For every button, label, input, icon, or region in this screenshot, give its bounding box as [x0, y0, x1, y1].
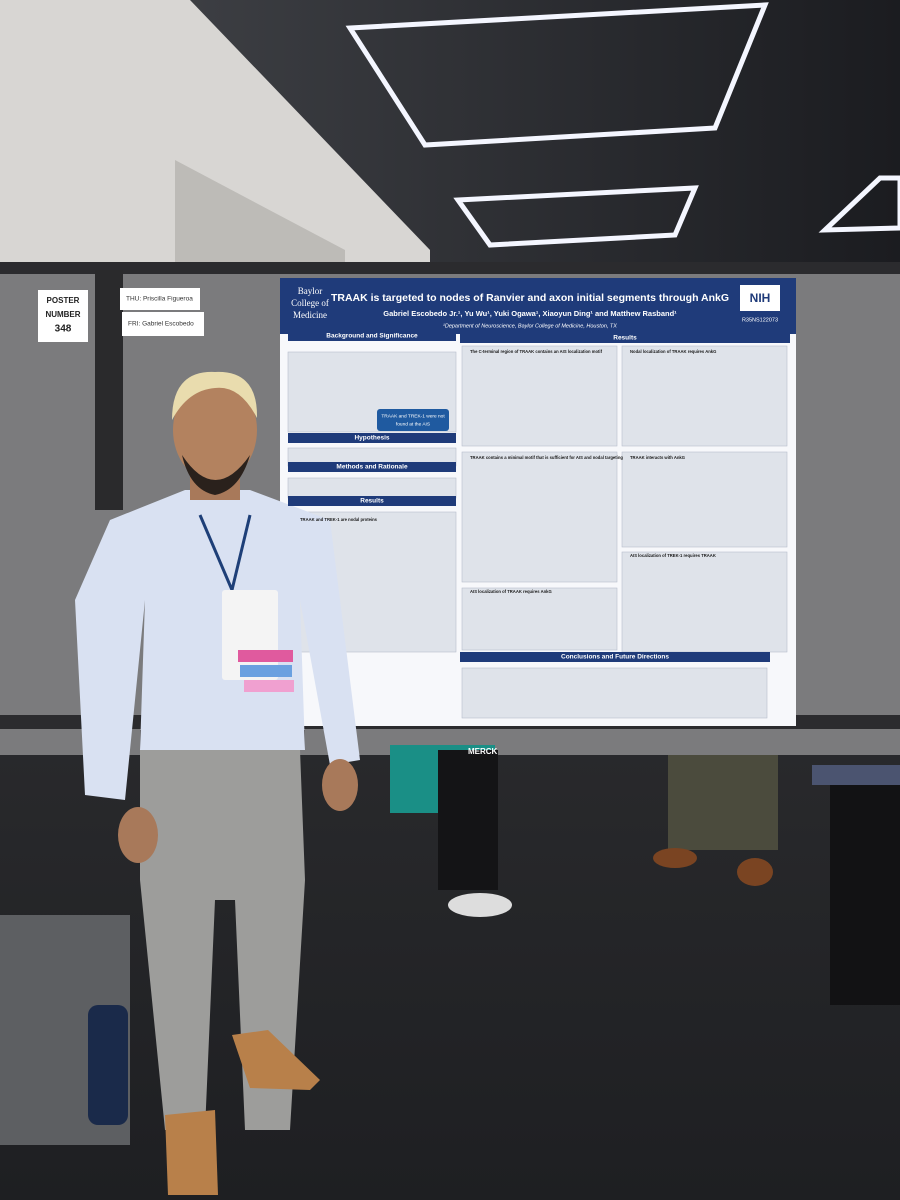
figure-block: [461, 587, 618, 651]
section-bar: [288, 331, 456, 341]
bag-logo: MERCK: [468, 747, 498, 756]
institution: Medicine: [293, 310, 327, 320]
section-bar: [460, 333, 790, 343]
figure-block: [621, 551, 788, 653]
institution: Baylor: [298, 286, 323, 296]
section-heading: Methods and Rationale: [336, 464, 408, 471]
ceiling-lights: [345, 2, 900, 248]
panel-title: AIS localization of TREK-1 requires TRAA…: [630, 553, 716, 558]
panel-title: AIS localization of TRAAK requires AnkG: [470, 589, 552, 594]
poster-authors: Gabriel Escobedo Jr.¹, Yu Wu¹, Yuki Ogaw…: [383, 309, 677, 318]
panel-title: TRAAK contains a minimal motif that is s…: [470, 455, 623, 460]
name-card: [122, 312, 204, 336]
section-heading: Hypothesis: [354, 435, 389, 442]
note-text: found at the AIS: [396, 421, 430, 427]
panel-frame: [0, 262, 900, 274]
poster-affiliation: ¹Department of Neuroscience, Baylor Coll…: [443, 323, 617, 329]
panel-post: [95, 270, 123, 510]
figure-block: [461, 667, 768, 719]
section-heading: Conclusions and Future Directions: [561, 654, 669, 661]
figure-block: [621, 451, 788, 548]
section-heading: Results: [613, 335, 637, 342]
grant: R35NS122073: [742, 317, 778, 323]
poster-number-text: 348: [55, 324, 72, 335]
note-text: TRAAK and TREK-1 were not: [381, 413, 445, 419]
figure-block: [461, 345, 618, 447]
figure-block: [287, 477, 457, 499]
figure-blocks: [287, 345, 788, 719]
rolling-door: [175, 160, 345, 270]
note-box: [377, 409, 449, 431]
poster-header: [280, 278, 796, 334]
panel-title: Nodal localization of TRAAK requires Ank…: [630, 349, 716, 354]
figure-block: [461, 451, 618, 583]
nih-box: [740, 285, 780, 311]
figure-block: [621, 345, 788, 447]
section-heading: Background and Significance: [326, 333, 418, 340]
panel-title: The C-terminal region of TRAAK contains …: [470, 349, 603, 354]
funder: NIH: [750, 291, 771, 305]
name-card-text: FRI: Gabriel Escobedo: [128, 321, 194, 328]
section-bar: [288, 462, 456, 472]
section-bar: [288, 433, 456, 443]
section-heading: Results: [360, 498, 384, 505]
poster-number-text: NUMBER: [45, 310, 80, 319]
panel-title: TRAAK interacts with AnkG: [630, 455, 685, 460]
institution: College of: [291, 298, 329, 308]
background-people: [0, 745, 900, 1145]
section-bar: [288, 496, 456, 506]
poster-title: TRAAK is targeted to nodes of Ranvier an…: [331, 292, 729, 304]
name-card-text: THU: Priscilla Figueroa: [126, 296, 193, 303]
name-card: [120, 288, 200, 310]
section-bar: [460, 652, 770, 662]
poster-number-card: [38, 290, 88, 342]
wall: [0, 0, 430, 280]
person: [75, 371, 360, 1195]
poster-number-text: POSTER: [47, 296, 80, 305]
panel-title: TRAAK and TREK-1 are nodal proteins: [300, 517, 378, 522]
